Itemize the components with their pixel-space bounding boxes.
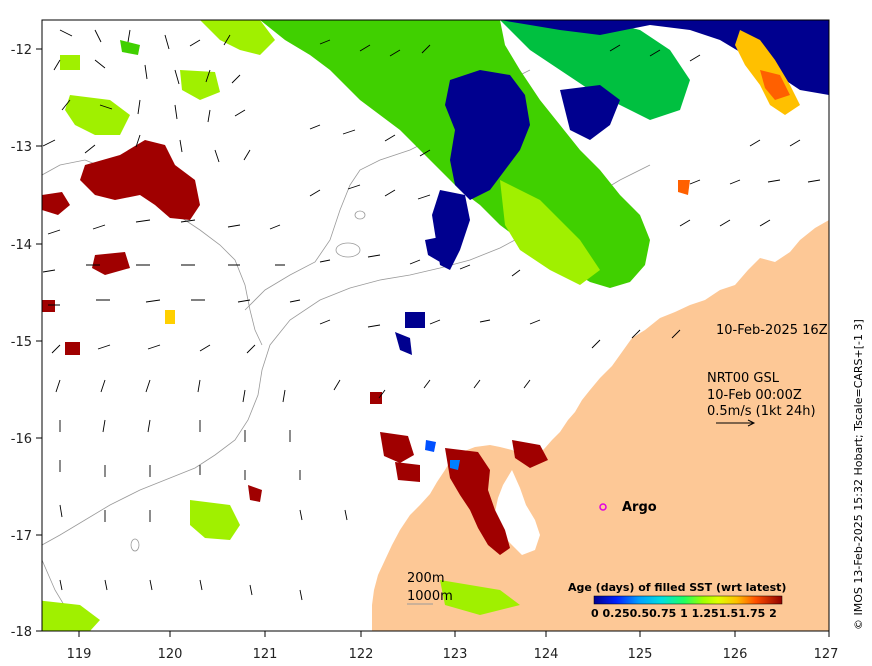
colorbar-title: Age (days) of filled SST (wrt latest) xyxy=(568,581,786,594)
x-tick-label: 125 xyxy=(628,647,653,662)
timestamp-label: 10-Feb-2025 16Z xyxy=(716,323,828,338)
colorbar: Age (days) of filled SST (wrt latest) 0 … xyxy=(568,581,786,620)
y-tick-label: -13 xyxy=(11,140,32,155)
y-tick-label: -16 xyxy=(11,432,32,447)
y-tick-label: -15 xyxy=(11,335,32,350)
y-tick-label: -17 xyxy=(11,529,32,544)
contour-1000m xyxy=(42,159,263,346)
credit-label: © IMOS 13-Feb-2025 15:32 Hobart; Tscale=… xyxy=(852,319,865,630)
king-sound xyxy=(495,470,540,555)
x-tick-label: 127 xyxy=(814,647,839,662)
x-tick-labels: 119 120 121 122 123 124 125 126 127 xyxy=(67,647,839,662)
x-tick-label: 124 xyxy=(534,647,559,662)
reef-outline xyxy=(335,242,361,258)
x-tick-label: 120 xyxy=(158,647,183,662)
reef-outline xyxy=(354,210,366,220)
colorbar-ticks: 0 0.250.50.75 1 1.251.51.75 2 xyxy=(591,607,777,620)
scale-arrow xyxy=(716,419,756,427)
y-tick-label: -12 xyxy=(11,43,32,58)
x-axis xyxy=(78,631,830,637)
plot-area xyxy=(42,20,829,631)
y-tick-labels: -12 -13 -14 -15 -16 -17 -18 xyxy=(11,43,32,640)
x-tick-label: 123 xyxy=(443,647,468,662)
x-tick-label: 122 xyxy=(349,647,374,662)
reef-outline xyxy=(130,538,140,552)
x-tick-label: 119 xyxy=(67,647,92,662)
x-tick-label: 121 xyxy=(253,647,278,662)
product-label: NRT00 GSL xyxy=(707,371,780,386)
vector-scale-label: 0.5m/s (1kt 24h) xyxy=(707,404,816,419)
x-tick-label: 126 xyxy=(723,647,748,662)
colorbar-bar xyxy=(593,595,783,605)
contour-200m-label: 200m xyxy=(407,571,444,586)
current-vectors xyxy=(42,29,821,601)
y-tick-label: -18 xyxy=(11,625,32,640)
y-axis xyxy=(36,48,42,632)
vector-time-label: 10-Feb 00:00Z xyxy=(707,388,802,403)
plot-frame xyxy=(41,19,830,632)
argo-label: Argo xyxy=(622,500,657,515)
contour-1000m-label: 1000m xyxy=(407,589,453,604)
y-tick-label: -14 xyxy=(11,238,32,253)
sst-patches xyxy=(42,20,829,631)
argo-float-marker[interactable] xyxy=(599,503,607,511)
